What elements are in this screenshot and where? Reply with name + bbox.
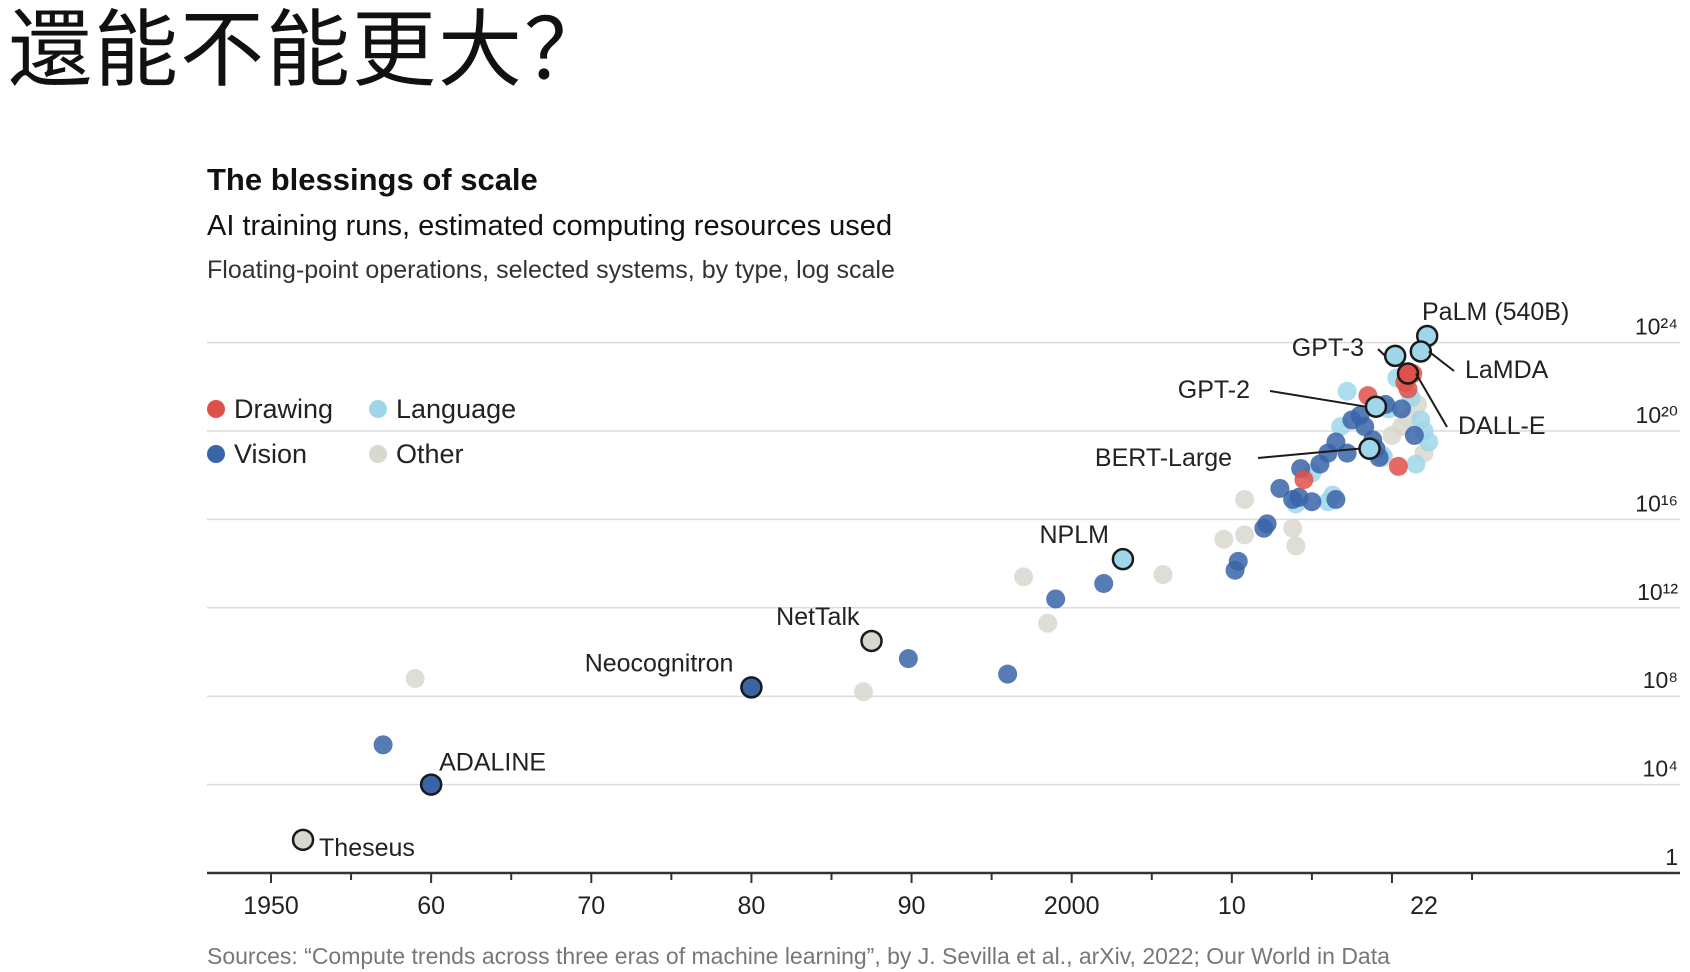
annotated-point <box>1111 547 1135 571</box>
x-tick-label: 10 <box>1218 892 1246 920</box>
data-point-vision <box>1094 573 1114 593</box>
y-tick-label: 10⁸ <box>1643 667 1678 693</box>
x-tick-label: 80 <box>738 892 766 920</box>
chart-note: Floating-point operations, selected syst… <box>207 256 895 284</box>
data-point-other <box>1235 490 1255 510</box>
annotated-point <box>1383 344 1407 368</box>
leader-line <box>1428 350 1455 372</box>
data-point-vision <box>373 735 393 755</box>
data-point-vision <box>1254 518 1274 538</box>
data-point-other <box>1153 565 1173 585</box>
legend-label-drawing: Drawing <box>234 394 333 424</box>
data-point-other <box>1214 529 1234 549</box>
data-point-vision <box>998 664 1018 684</box>
y-tick-label: 10²⁰ <box>1636 402 1678 428</box>
annotated-point <box>1358 437 1381 460</box>
chart-subtitle: AI training runs, estimated computing re… <box>207 210 892 242</box>
x-tick-label: 1950 <box>243 892 299 920</box>
leader-line <box>1257 447 1360 459</box>
data-point-vision <box>1046 589 1066 609</box>
annotation-label: Neocognitron <box>585 649 734 677</box>
data-point-other <box>1038 613 1058 633</box>
x-axis: 1 10⁴ 10⁸ 10¹² 10¹⁶ 10²⁰ 10²⁴ 1950 60 70 80 90 2000 1… <box>207 314 1680 920</box>
annotated-point <box>291 828 315 852</box>
data-point-vision <box>1270 478 1290 498</box>
x-tick-label: 90 <box>898 892 926 920</box>
data-point-other <box>405 669 425 689</box>
legend-swatch-drawing <box>207 400 225 418</box>
annotated-point <box>1396 362 1420 385</box>
annotation-label: Theseus <box>319 834 415 862</box>
x-tick-label: 22 <box>1410 892 1438 920</box>
annotation-label: GPT-3 <box>1292 334 1364 362</box>
annotated-point <box>419 773 443 796</box>
data-point-vision <box>898 649 918 669</box>
y-tick-label: 10²⁴ <box>1635 314 1678 340</box>
x-tick-label: 60 <box>417 892 445 920</box>
annotation-label: NetTalk <box>776 603 860 631</box>
data-point-vision <box>1302 492 1322 512</box>
data-point-other <box>1286 536 1306 556</box>
data-point-drawing <box>1388 456 1408 476</box>
legend-swatch-other <box>369 445 387 463</box>
annotated-point <box>740 676 763 699</box>
annotated-point <box>1364 395 1388 418</box>
annotated-point <box>1409 340 1433 363</box>
data-point-drawing <box>1294 470 1314 490</box>
data-point-vision <box>1392 399 1412 419</box>
data-point-vision <box>1326 490 1346 510</box>
chart-source: Sources: “Compute trends across three er… <box>207 943 1390 969</box>
annotation-label: PaLM (540B) <box>1422 298 1569 326</box>
y-tick-label: 10¹⁶ <box>1635 490 1678 516</box>
leader-line <box>1269 390 1367 408</box>
annotation-label: DALL-E <box>1458 412 1546 440</box>
x-tick-label: 70 <box>577 892 605 920</box>
annotation-label: ADALINE <box>439 749 546 777</box>
leader-line <box>1415 373 1448 428</box>
x-tick-label: 2000 <box>1044 892 1100 920</box>
data-point-other <box>854 682 874 702</box>
legend-label-language: Language <box>396 394 516 424</box>
legend-label-other: Other <box>396 439 464 469</box>
legend: Drawing Language Vision Other <box>207 394 516 469</box>
data-point-other <box>1283 518 1303 538</box>
annotated-point <box>860 629 883 653</box>
y-tick-label: 10¹² <box>1637 579 1678 605</box>
data-point-language <box>1337 381 1357 401</box>
data-point-other <box>1014 567 1034 587</box>
y-tick-label: 10⁴ <box>1643 756 1678 782</box>
data-point-vision <box>1404 425 1424 445</box>
annotations: Theseus ADALINE Neocognitron NetTalk NPLM BER… <box>291 298 1569 862</box>
legend-label-vision: Vision <box>234 439 307 469</box>
data-point-language <box>1406 454 1426 474</box>
leader-line <box>1377 348 1386 357</box>
data-point-other <box>1382 425 1402 445</box>
data-point-vision <box>1337 443 1357 463</box>
annotation-label: LaMDA <box>1465 356 1549 384</box>
data-point-other <box>1235 525 1255 545</box>
data-point-drawing <box>1398 379 1418 399</box>
slide-title: 還能不能更大？ <box>8 1 611 99</box>
legend-swatch-language <box>369 400 387 418</box>
annotation-label: NPLM <box>1039 521 1108 549</box>
data-point-vision <box>1228 551 1248 571</box>
annotation-label: BERT-Large <box>1095 444 1232 472</box>
annotation-label: GPT-2 <box>1178 376 1250 404</box>
y-tick-label: 1 <box>1665 844 1678 870</box>
legend-swatch-vision <box>207 445 225 463</box>
chart-title: The blessings of scale <box>207 162 538 197</box>
